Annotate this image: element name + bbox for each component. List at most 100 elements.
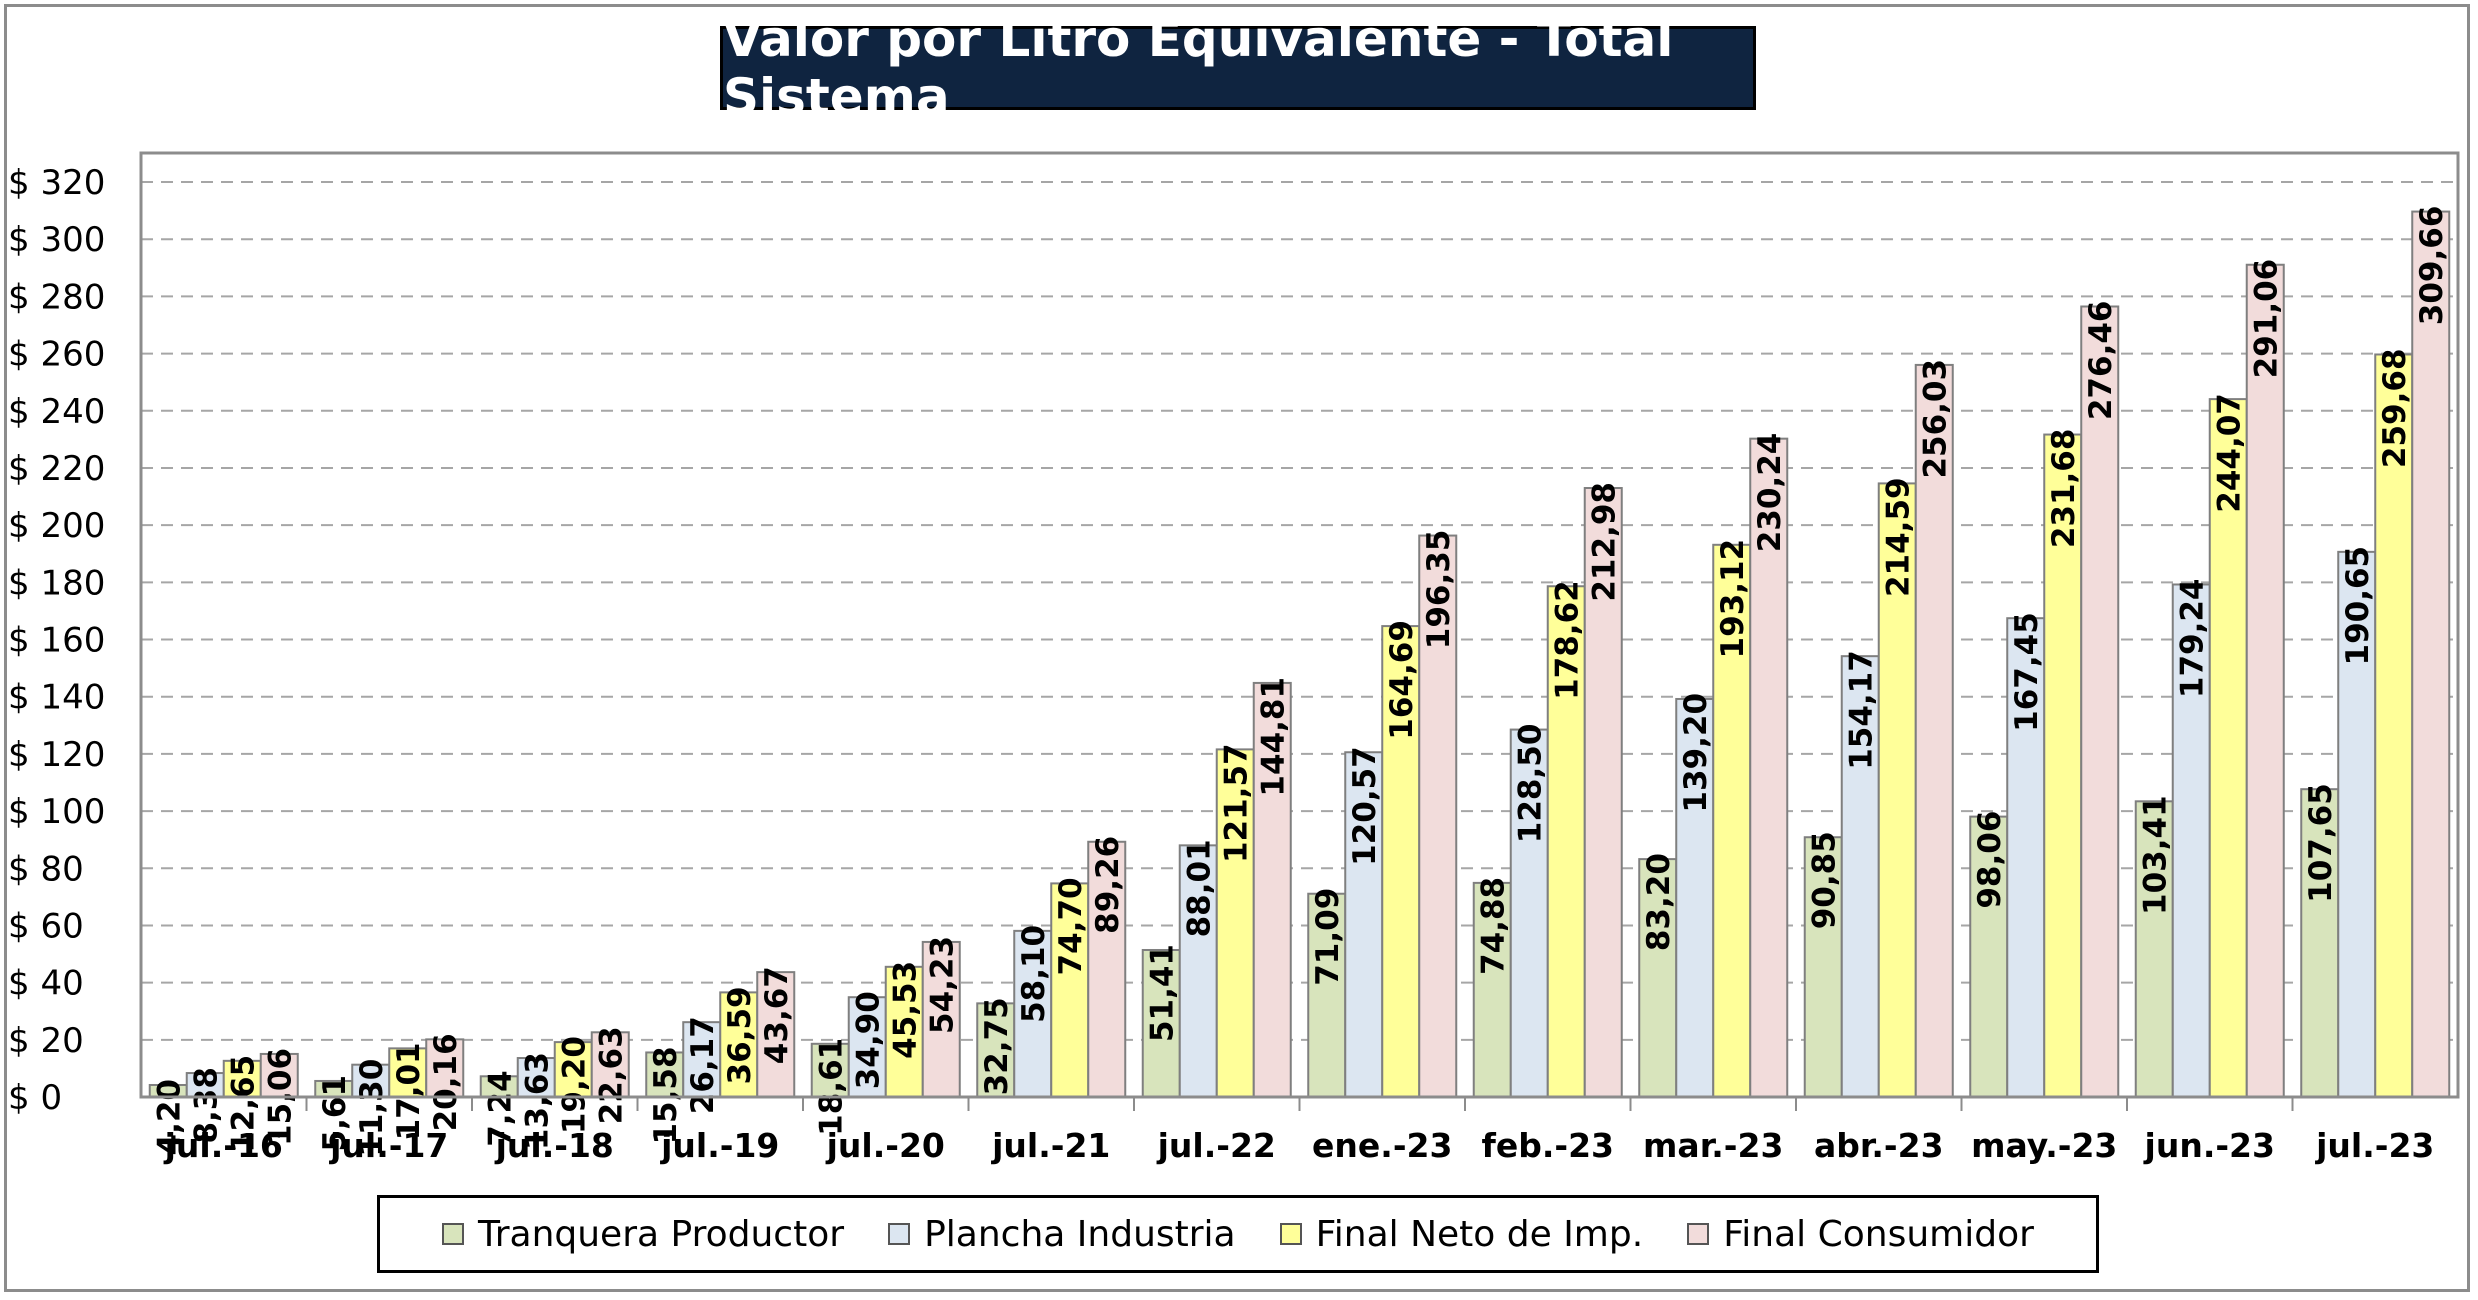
y-tick-label: $ 0 <box>8 1078 62 1118</box>
data-label: 167,45 <box>2009 612 2045 732</box>
y-tick-label: $ 60 <box>8 906 84 946</box>
data-label: 103,41 <box>2137 795 2173 915</box>
y-tick-label: $ 180 <box>8 563 105 603</box>
bar <box>884 965 924 1099</box>
x-tick-label: jul.-20 <box>825 1126 945 1165</box>
bar <box>756 971 796 1099</box>
x-tick-label: jul.-19 <box>659 1126 779 1165</box>
bar <box>1969 815 2009 1098</box>
data-label: 164,69 <box>1384 620 1420 740</box>
data-label: 74,88 <box>1475 877 1511 975</box>
y-tick-label: $ 260 <box>8 335 105 375</box>
data-label: 214,59 <box>1880 477 1916 597</box>
bar <box>351 1063 391 1099</box>
bar <box>2411 210 2451 1099</box>
data-label: 58,10 <box>1016 925 1052 1023</box>
y-tick-label: $ 220 <box>8 449 105 489</box>
data-label: 139,20 <box>1678 693 1714 813</box>
data-label: 20,16 <box>428 1033 464 1131</box>
data-label: 90,85 <box>1806 831 1842 929</box>
bar <box>1638 858 1678 1098</box>
bar <box>2080 305 2120 1098</box>
bar <box>1178 844 1218 1099</box>
bar <box>2245 263 2285 1098</box>
bar <box>1840 655 1880 1098</box>
x-tick-label: may.-23 <box>1971 1126 2117 1165</box>
bar <box>1087 840 1127 1099</box>
data-label: 83,20 <box>1641 853 1677 951</box>
x-tick-label: jun.-23 <box>2143 1126 2275 1165</box>
y-tick-label: $ 300 <box>8 220 105 260</box>
data-label: 8,38 <box>188 1067 224 1144</box>
y-tick-label: $ 20 <box>8 1021 84 1061</box>
legend-swatch-tranquera-productor <box>442 1223 465 1245</box>
data-label: 22,63 <box>593 1026 629 1124</box>
bar <box>1418 534 1458 1098</box>
data-label: 11,30 <box>354 1059 390 1157</box>
data-label: 120,57 <box>1347 746 1383 866</box>
y-tick-label: $ 100 <box>8 792 105 832</box>
x-tick-label: jul.-21 <box>990 1126 1110 1165</box>
data-label: 178,62 <box>1549 580 1585 700</box>
data-label: 230,24 <box>1752 433 1788 553</box>
bar <box>2006 617 2046 1098</box>
data-label: 34,90 <box>850 991 886 1089</box>
y-tick-label: $ 140 <box>8 678 105 718</box>
y-tick-label: $ 160 <box>8 621 105 661</box>
chart-title-box: Valor por Litro Equivalente - Total Sist… <box>720 10 1756 126</box>
data-label: 18,61 <box>813 1038 849 1136</box>
bar <box>1013 929 1053 1098</box>
legend-item-tranquera-productor: Tranquera Productor <box>442 1214 844 1255</box>
data-label: 26,17 <box>685 1016 721 1114</box>
bar <box>921 940 961 1098</box>
data-label: 89,26 <box>1090 836 1126 934</box>
y-tick-label: $ 80 <box>8 849 84 889</box>
data-label: 121,57 <box>1218 743 1254 863</box>
data-label: 5,61 <box>317 1075 353 1152</box>
x-tick-label: mar.-23 <box>1643 1126 1783 1165</box>
data-label: 74,70 <box>1053 877 1089 975</box>
bar <box>1877 482 1917 1098</box>
data-label: 15,58 <box>648 1046 684 1144</box>
data-label: 231,68 <box>2046 429 2082 549</box>
x-tick-label: jul.-23 <box>2314 1126 2434 1165</box>
legend-swatch-plancha-industria <box>888 1223 911 1245</box>
legend-label-final-neto-de-imp: Final Neto de Imp. <box>1315 1213 1644 1255</box>
x-tick-label: abr.-23 <box>1814 1126 1944 1165</box>
bar <box>2337 550 2377 1098</box>
bar <box>682 1021 722 1099</box>
legend-swatch-final-consumidor <box>1687 1223 1710 1245</box>
bar <box>1252 681 1292 1098</box>
data-label: 36,59 <box>722 986 758 1084</box>
legend-swatch-final-neto-de-imp <box>1279 1223 1302 1245</box>
data-label: 32,75 <box>979 997 1015 1095</box>
bar <box>1583 487 1623 1098</box>
bar <box>259 1052 299 1099</box>
bar <box>425 1038 465 1098</box>
x-tick-label: jul.-16 <box>163 1126 283 1165</box>
data-label: 88,01 <box>1181 839 1217 937</box>
bar <box>1050 882 1090 1098</box>
data-label: 291,06 <box>2248 259 2284 379</box>
data-label: 54,23 <box>924 936 960 1034</box>
legend-label-tranquera-productor: Tranquera Productor <box>478 1213 845 1255</box>
data-label: 256,03 <box>1917 359 1953 479</box>
data-label: 19,20 <box>556 1036 592 1134</box>
y-tick-label: $ 200 <box>8 506 105 546</box>
legend-item-final-neto-de-imp: Final Neto de Imp. <box>1279 1213 1644 1255</box>
y-tick-label: $ 240 <box>8 392 105 432</box>
data-label: 71,09 <box>1310 888 1346 986</box>
data-label: 179,24 <box>2174 578 2210 698</box>
bar <box>2134 800 2174 1098</box>
data-label: 212,98 <box>1586 482 1622 602</box>
x-tick-label: ene.-23 <box>1312 1126 1452 1165</box>
data-label: 7,24 <box>482 1070 518 1147</box>
y-tick-label: $ 40 <box>8 964 84 1004</box>
data-label: 193,12 <box>1715 539 1751 659</box>
bar <box>1712 543 1752 1098</box>
data-label: 144,81 <box>1255 677 1291 797</box>
data-label: 45,53 <box>887 961 923 1059</box>
legend-item-final-consumidor: Final Consumidor <box>1687 1214 2034 1255</box>
data-label: 259,68 <box>2377 348 2413 468</box>
y-tick-label: $ 280 <box>8 277 105 317</box>
